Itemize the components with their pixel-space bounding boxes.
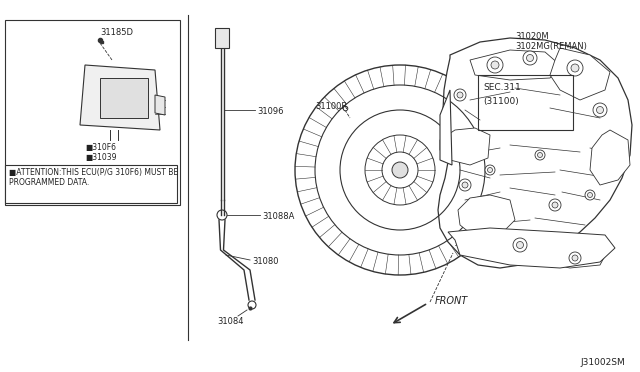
Circle shape [488,167,493,173]
Bar [478,75,573,130]
Text: FRONT: FRONT [435,296,468,306]
Circle shape [523,51,537,65]
Circle shape [457,92,463,98]
Polygon shape [458,195,515,237]
Text: J31002SM: J31002SM [580,358,625,367]
Circle shape [485,165,495,175]
Circle shape [392,162,408,178]
Circle shape [538,153,543,157]
Polygon shape [215,28,229,48]
Text: SEC.311: SEC.311 [483,83,521,92]
Polygon shape [80,65,160,130]
Circle shape [585,190,595,200]
Text: 31020M: 31020M [515,32,548,41]
Text: 31096: 31096 [257,107,284,116]
Circle shape [462,182,468,188]
Text: 31185D: 31185D [100,28,133,37]
Circle shape [567,60,583,76]
Polygon shape [535,235,608,268]
Circle shape [572,255,578,261]
Circle shape [454,89,466,101]
Polygon shape [448,228,615,268]
Circle shape [549,199,561,211]
Circle shape [295,65,505,275]
Circle shape [487,57,503,73]
Circle shape [527,55,534,61]
Bar [5,165,177,203]
Bar [100,78,148,118]
Circle shape [491,61,499,69]
Polygon shape [438,38,632,268]
Circle shape [593,103,607,117]
Circle shape [571,64,579,72]
Text: 3102MG(REMAN): 3102MG(REMAN) [515,42,587,51]
Text: 31084: 31084 [217,317,243,326]
Circle shape [535,150,545,160]
Polygon shape [440,128,490,165]
Bar [5,20,180,205]
Polygon shape [440,90,452,165]
Polygon shape [155,95,165,115]
Polygon shape [550,48,610,100]
Text: 31088A: 31088A [262,212,294,221]
Circle shape [588,192,593,198]
Circle shape [596,106,604,113]
Circle shape [459,179,471,191]
Circle shape [516,241,524,248]
Circle shape [552,202,558,208]
Text: ■ATTENTION:THIS ECU(P/G 310F6) MUST BE
PROGRAMMED DATA.: ■ATTENTION:THIS ECU(P/G 310F6) MUST BE P… [9,168,178,187]
Text: (31100): (31100) [483,97,519,106]
Circle shape [569,252,581,264]
Polygon shape [470,50,560,80]
Text: ■31039: ■31039 [85,153,116,162]
Text: 31100R: 31100R [315,102,348,111]
Text: ■310F6: ■310F6 [85,143,116,152]
Circle shape [513,238,527,252]
Text: 31080: 31080 [252,257,278,266]
Polygon shape [590,130,630,185]
